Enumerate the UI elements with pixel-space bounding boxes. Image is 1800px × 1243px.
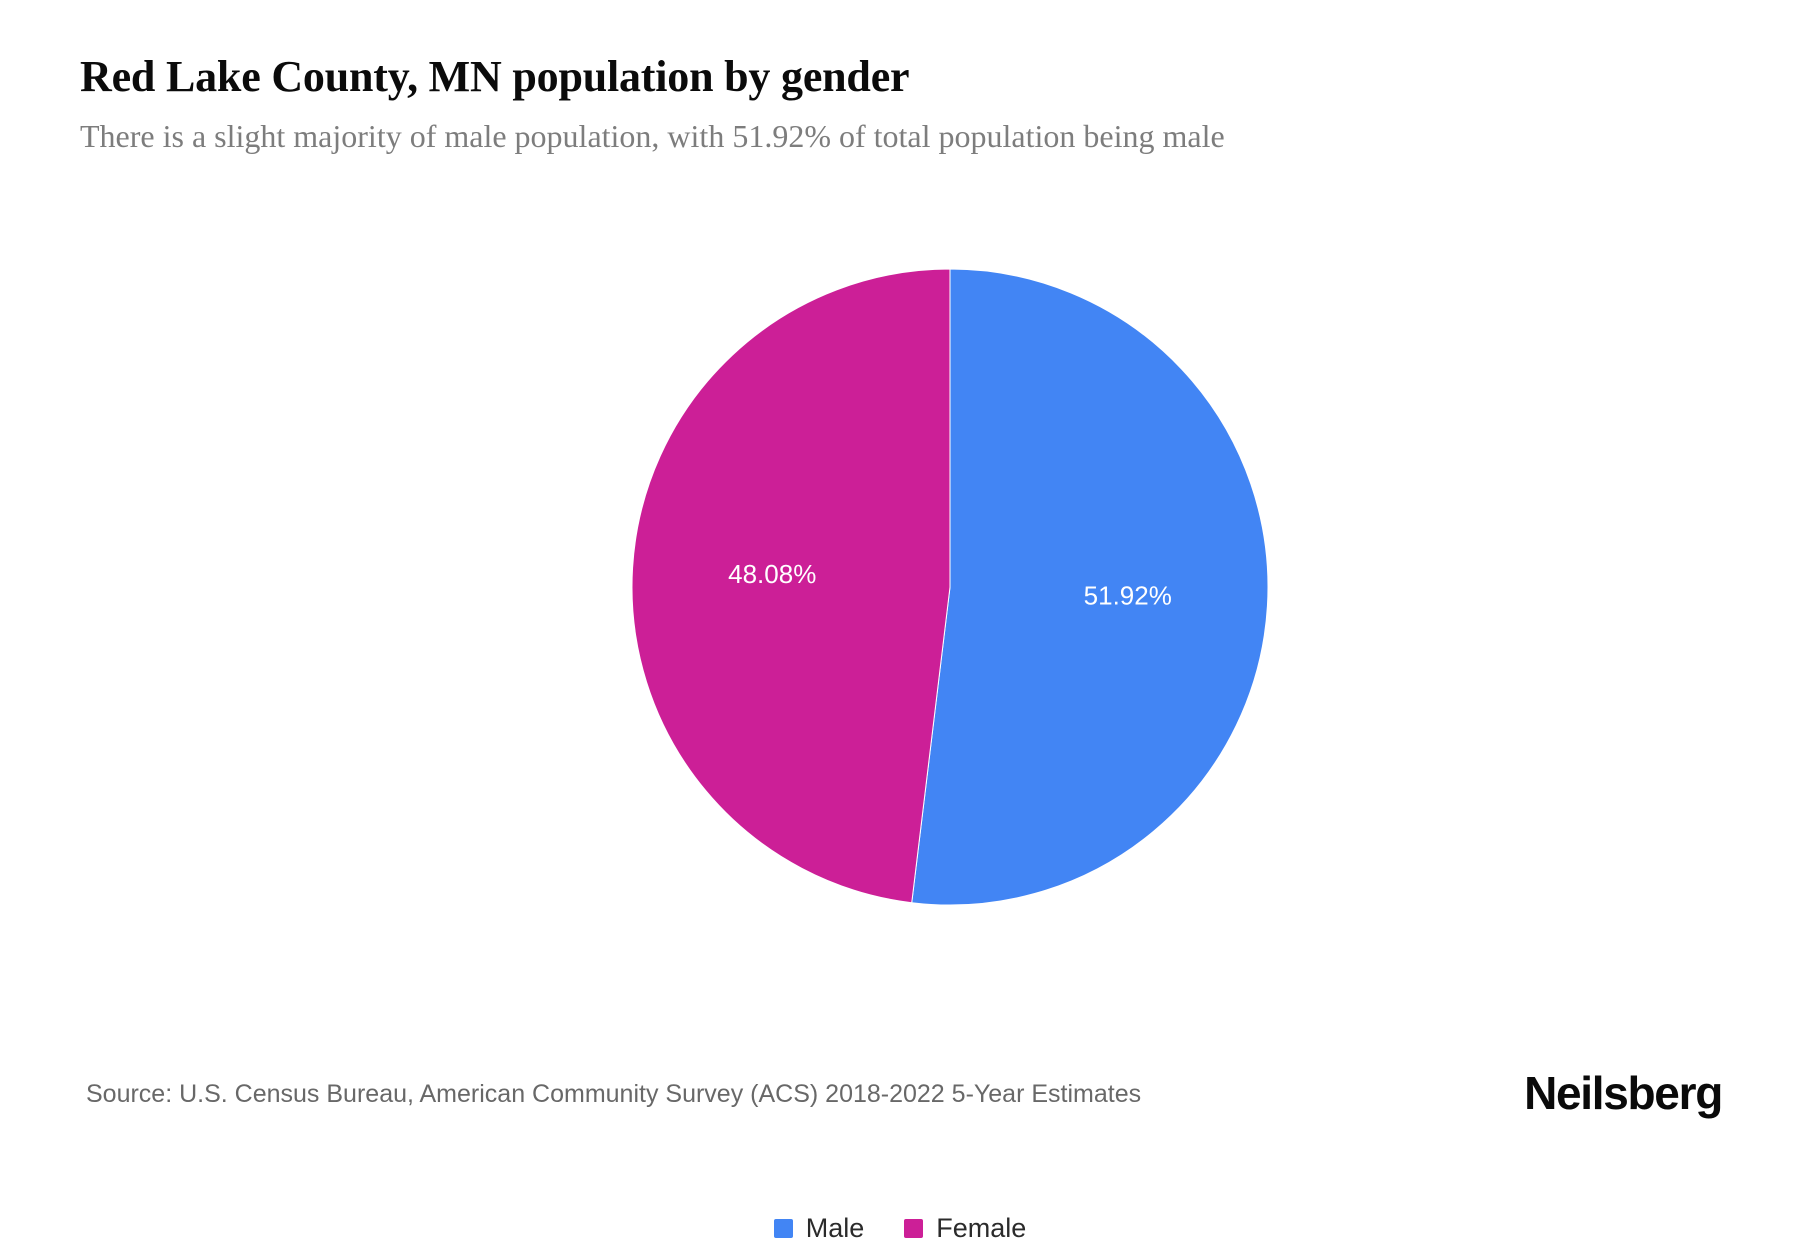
legend-label-male: Male [805,1213,865,1243]
source-attribution: Source: U.S. Census Bureau, American Com… [86,1080,1142,1108]
chart-subtitle: There is a slight majority of male popul… [80,118,1225,155]
chart-header: Red Lake County, MN population by gender… [80,52,1720,156]
chart-page: Red Lake County, MN population by gender… [0,52,1800,1242]
legend-swatch-icon-male [773,1219,793,1238]
pie-chart-svg: 51.92% 48.08% [631,268,1269,906]
pie-slice-male[interactable] [911,268,1269,906]
chart-legend: Male Female [0,1215,1800,1242]
pie-chart: 51.92% 48.08% [631,268,1269,906]
pie-slice-label-female: 48.08% [728,559,816,589]
legend-item-male[interactable]: Male [773,1213,865,1243]
chart-footer: Source: U.S. Census Bureau, American Com… [0,1066,1800,1136]
legend-swatch-icon-female [904,1219,924,1238]
plot-area: 51.92% 48.08% Male Female [0,230,1800,1242]
pie-slice-female[interactable] [631,268,951,904]
legend-label-female: Female [936,1213,1027,1243]
brand-logo: Neilsberg [1524,1067,1723,1119]
page-title: Red Lake County, MN population by gender [80,52,910,101]
pie-slice-label-male: 51.92% [1084,581,1172,611]
legend-item-female[interactable]: Female [904,1215,1026,1242]
